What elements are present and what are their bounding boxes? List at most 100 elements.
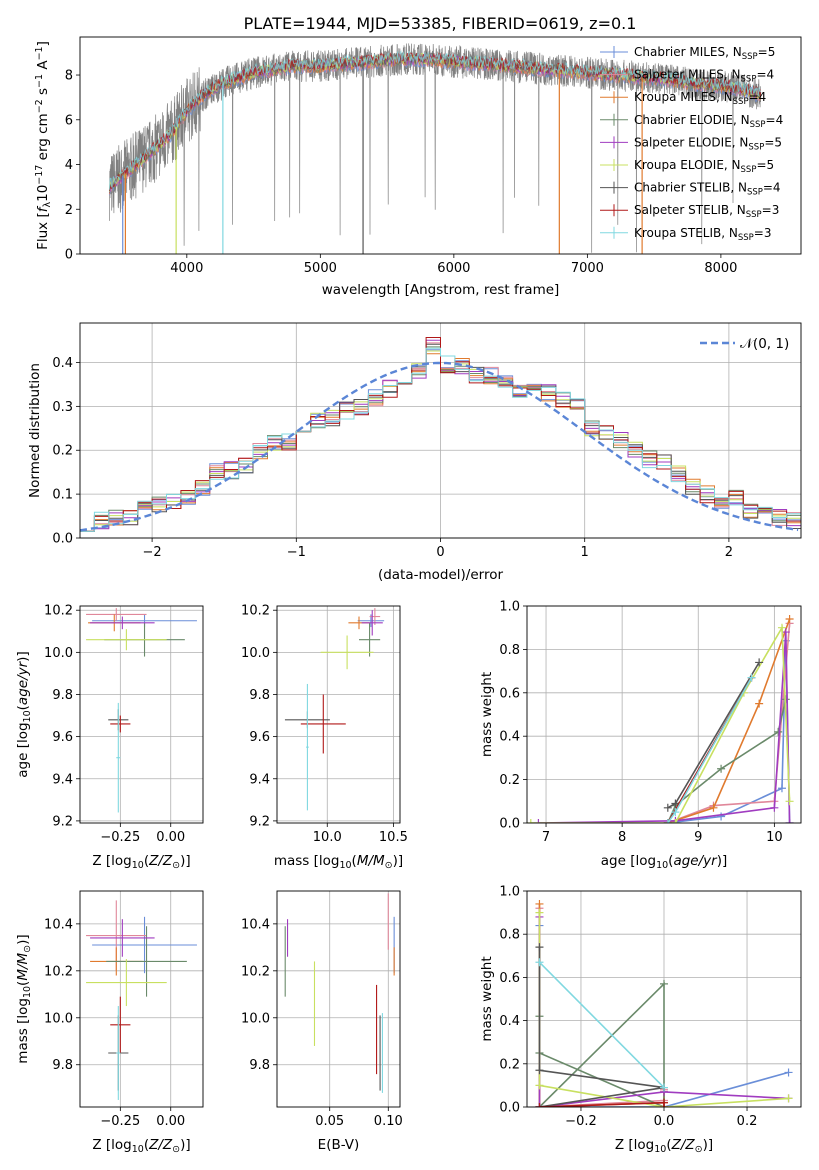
y-tick-label: 0.4 [499, 1014, 520, 1029]
weight-point-marker [535, 1081, 544, 1090]
weight-point-marker [535, 958, 544, 967]
label-part: 10 [339, 860, 351, 871]
residuals-histogram-panel: −2 −1 0 1 2 0.0 0.1 0.2 0.3 0.4 𝒩(0, 1) (data-model… [27, 322, 802, 583]
axes-frame [79, 890, 204, 1108]
label-part: A [35, 60, 51, 74]
legend-entry: Chabrier MILES, NSSP=5 [634, 45, 775, 62]
x-tick-label: 5000 [304, 261, 337, 276]
y-axis-label: mass [log10(M/M⊙)] [15, 934, 33, 1063]
y-tick-label: 0.0 [52, 532, 73, 547]
error-bars [86, 608, 197, 813]
weight-point-marker [784, 1068, 793, 1077]
figure-title: PLATE=1944, MJD=53385, FIBERID=0619, z=0… [244, 14, 637, 33]
y-tick-label: 0.3 [52, 400, 73, 415]
grid-lines [527, 605, 801, 824]
x-axis-label: (data-model)/error [378, 567, 504, 583]
weight-point-marker [784, 1094, 793, 1103]
label-part: age [log [15, 722, 31, 777]
label-part: ⊙ [172, 860, 180, 871]
label-part: age/yr [673, 853, 718, 869]
x-tick-label: −0.25 [100, 830, 140, 845]
y-tick-label: 10.2 [241, 604, 270, 619]
weight-point-marker [663, 819, 672, 823]
y-tick-label: 0.8 [499, 643, 520, 658]
histogram-steps [80, 337, 801, 532]
weight-point-marker [535, 1103, 544, 1107]
y-tick-label: 0.6 [499, 686, 520, 701]
legend-tail: =5 [764, 135, 782, 149]
y-tick-label: 0.4 [52, 356, 73, 371]
label-part: M/M [357, 853, 385, 869]
label-part: ⊙ [695, 1144, 703, 1155]
y-tick-label: 9.8 [52, 1058, 73, 1073]
x-tick-label: 4000 [170, 261, 203, 276]
label-part: )] [717, 853, 728, 869]
weight-series-line [530, 624, 791, 823]
x-tick-label: 0.00 [156, 1114, 185, 1129]
age-vs-mass-panel: 10.0 10.5 9.2 9.4 9.6 9.8 10.0 10.2 mass [log10(… [241, 604, 408, 871]
legend-text: Salpeter MILES, N [634, 68, 741, 82]
mass-weight-vs-metallicity-panel: −0.2 0.0 0.2 0.0 0.2 0.4 0.6 0.8 1.0 Z [log10(Z/Z… [479, 885, 802, 1155]
x-tick-label: 8000 [704, 261, 737, 276]
legend-subscript: SSP [738, 233, 754, 243]
legend-tail: =4 [749, 90, 767, 104]
weight-point-marker [755, 658, 764, 667]
legend-tail: =4 [766, 113, 784, 127]
x-tick-label: 7 [542, 830, 550, 845]
y-tick-label: 1.0 [499, 885, 520, 900]
weight-point-marker [785, 615, 794, 624]
axes-frame [79, 322, 802, 539]
weight-point-marker [747, 673, 756, 682]
tick-labels: 4000 5000 6000 7000 8000 0 2 4 6 8 [65, 69, 738, 276]
axes-frame [79, 605, 204, 824]
label-part: 10 [654, 1144, 666, 1155]
label-part: ⊙ [22, 945, 33, 953]
axes-frame [276, 605, 401, 824]
label-part: Z/Z [148, 853, 173, 869]
weight-point-marker [527, 819, 535, 823]
label-part: 10 [132, 860, 144, 871]
legend-text: Kroupa MILES, N [634, 90, 733, 104]
label-part: Z/Z [148, 1137, 173, 1153]
label-part: ⊙ [172, 1144, 180, 1155]
y-tick-label: 10.0 [44, 646, 73, 661]
x-tick-label: 9 [694, 830, 702, 845]
legend-tail: =3 [754, 226, 772, 240]
x-axis-label: Z [log10(Z/Z⊙)] [92, 853, 190, 871]
weight-point-marker [781, 628, 790, 637]
y-tick-label: 4 [65, 158, 73, 173]
legend-entry: Kroupa MILES, NSSP=4 [634, 90, 766, 107]
grid-lines [80, 891, 203, 1107]
weight-lines [527, 615, 794, 823]
tick-labels: −0.25 0.00 9.8 10.0 10.2 10.4 [44, 917, 185, 1129]
label-part: 10 [22, 986, 33, 998]
error-bars [86, 900, 197, 1100]
label-part: ( [15, 705, 31, 710]
y-tick-label: 9.8 [249, 688, 270, 703]
weight-point-marker [785, 819, 794, 823]
label-part: Flux [ [35, 212, 51, 250]
tick-labels: −2 −1 0 1 2 0.0 0.1 0.2 0.3 0.4 [52, 356, 733, 560]
axes-frame [79, 36, 802, 255]
legend-subscript: SSP [742, 52, 758, 62]
label-part: Z [log [615, 1137, 654, 1153]
y-tick-label: 10.2 [44, 604, 73, 619]
mass-vs-metallicity-panel: −0.25 0.009.810.010.210.4Z [log10(Z/Z⊙)]m… [15, 890, 204, 1155]
x-tick-label: −2 [143, 545, 162, 560]
label-part: ( [668, 853, 673, 869]
label-part: ( [15, 981, 31, 986]
weight-point-marker [671, 808, 680, 817]
legend-subscript: SSP [741, 165, 757, 175]
label-part: s [35, 88, 51, 99]
weight-series-line [667, 618, 791, 823]
weight-point-marker [777, 623, 786, 632]
x-tick-label: 0.05 [315, 1114, 344, 1129]
legend-tail: =5 [758, 45, 776, 59]
label-part: Z [log [92, 1137, 131, 1153]
weight-series-line [538, 947, 665, 1107]
weight-series-line [538, 908, 665, 1107]
label-part: Z/Z [671, 1137, 696, 1153]
weight-series-line [538, 631, 791, 823]
